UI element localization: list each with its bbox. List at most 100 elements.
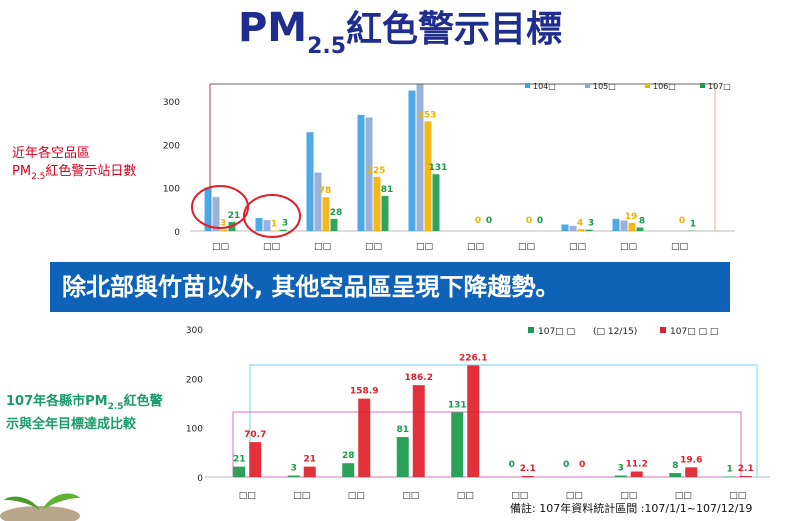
chart1-bar-2	[212, 197, 220, 231]
chart1-ytick: 200	[163, 141, 180, 151]
chart2-xtick: □□	[620, 491, 637, 501]
chart2-data-label: 8	[672, 461, 678, 471]
chart2-ytick: 0	[197, 474, 203, 484]
chart2-data-label: 2.1	[738, 464, 754, 474]
chart2-bar-2	[303, 466, 316, 477]
chart2-data-label: 21	[233, 455, 246, 465]
chart1-bar-3	[322, 197, 330, 231]
chart2-xtick: □□	[239, 491, 256, 501]
chart1-bar-2	[314, 172, 322, 231]
chart1-data-label: 28	[330, 208, 343, 218]
chart1-data-label: 1	[690, 220, 696, 230]
chart2-data-label: 131	[448, 400, 467, 410]
chart2-data-label: 21	[303, 455, 316, 465]
chart2-xtick: □□	[511, 491, 528, 501]
chart1-ytick: 300	[163, 98, 180, 108]
chart2-bar-1	[342, 463, 355, 477]
chart2-bar-1	[396, 437, 409, 477]
chart2-data-label: 81	[396, 425, 409, 435]
chart2-legend-swatch	[528, 327, 534, 333]
chart1-bar-4	[279, 229, 287, 231]
chart1-data-label: 131	[429, 163, 448, 173]
chart2-bar-2	[467, 365, 480, 477]
plant-decoration	[0, 493, 80, 521]
chart1-xtick: □□	[467, 242, 484, 252]
conclusion-text: 除北部與竹苗以外, 其他空品區呈現下降趨勢。	[62, 273, 560, 301]
chart1-legend-label: 104□	[533, 82, 556, 91]
chart1-xtick: □□	[671, 242, 688, 252]
chart2-xtick: □□	[457, 491, 474, 501]
chart1-bar-3	[577, 229, 585, 231]
chart2-bar-1	[451, 412, 464, 477]
chart1-bar-1	[408, 90, 416, 231]
chart1-legend-swatch	[700, 83, 705, 88]
title-pm: PM	[237, 5, 308, 51]
chart2-side-note: 107年各縣市PM2.5紅色警 示與全年目標達成比較	[6, 393, 196, 434]
chart1-legend-label: 107□	[708, 82, 731, 91]
chart1-data-label: 81	[381, 185, 394, 195]
chart1-bar-1	[357, 114, 365, 231]
chart1-data-label: 3	[220, 219, 226, 229]
chart2-bar-2	[739, 475, 752, 477]
chart1-xtick: □□	[518, 242, 535, 252]
chart2-ytick: 200	[186, 375, 203, 385]
chart1-bar-3	[373, 176, 381, 231]
chart1-legend-label: 105□	[593, 82, 616, 91]
chart1-data-label: 0	[537, 216, 543, 226]
chart1-bar-4	[432, 174, 440, 231]
chart1-legend-swatch	[525, 83, 530, 88]
chart1-ytick: 0	[174, 228, 180, 238]
chart2-bar-2	[685, 467, 698, 477]
chart1-bar-3	[220, 229, 228, 231]
side-note-1-pm: PM	[12, 164, 32, 179]
chart2: 0100200300□□2170.7□□321□□28158.9□□81186.…	[186, 326, 770, 501]
chart2-data-label: 0	[579, 460, 585, 470]
chart1-xtick: □□	[263, 242, 280, 252]
chart2-legend-label: 107□ □ □	[670, 327, 718, 337]
page-title: PM2.5紅色警示目標	[0, 0, 800, 59]
side-note-2-sub: 2.5	[107, 402, 124, 412]
chart1-legend-swatch	[585, 83, 590, 88]
chart1-bar-1	[204, 187, 212, 231]
chart1-bar-4	[381, 195, 389, 231]
chart1-bar-2	[365, 117, 373, 231]
chart1-highlight-circle	[191, 185, 249, 229]
side-note-2-prefix: 107年各縣市PM	[6, 394, 108, 409]
chart1-highlight-circle	[243, 194, 301, 238]
chart1-bar-1	[561, 224, 569, 231]
chart2-xtick: □□	[729, 491, 746, 501]
chart1-data-label: 4	[577, 218, 583, 228]
title-rest: 紅色警示目標	[346, 9, 563, 50]
chart2-data-label: 158.9	[350, 387, 378, 397]
chart1-data-label: 1	[271, 220, 277, 230]
side-note-1-rest: 紅色警示站日數	[45, 164, 137, 179]
chart2-data-label: 0	[509, 460, 515, 470]
chart2-bar-1	[669, 473, 682, 477]
chart2-legend-note: (□ 12/15)	[593, 327, 637, 337]
chart2-data-label: 1	[727, 465, 733, 475]
chart2-xtick: □□	[293, 491, 310, 501]
chart2-data-label: 226.1	[459, 353, 487, 363]
chart1-xtick: □□	[569, 242, 586, 252]
chart2-bar-1	[287, 475, 300, 477]
chart1-legend-swatch	[645, 83, 650, 88]
chart1-xtick: □□	[620, 242, 637, 252]
chart1-bar-4	[636, 227, 644, 231]
chart2-outline-pink	[232, 411, 742, 478]
chart2-bar-2	[358, 398, 371, 477]
chart1-data-label: 0	[679, 216, 685, 226]
chart1-legend-label: 106□	[653, 82, 676, 91]
chart2-ytick: 300	[186, 326, 203, 336]
chart1-ytick: 100	[163, 185, 180, 195]
chart2-xtick: □□	[566, 491, 583, 501]
chart2-xtick: □□	[675, 491, 692, 501]
chart2-bar-2	[521, 475, 534, 477]
chart2-data-label: 70.7	[244, 430, 266, 440]
chart1-xtick: □□	[365, 242, 382, 252]
conclusion-banner	[50, 262, 730, 312]
chart2-data-label: 19.6	[680, 455, 702, 465]
chart1-bar-3	[628, 222, 636, 231]
footnote: 備註: 107年資料統計區間 :107/1/1~107/12/19	[510, 502, 753, 515]
